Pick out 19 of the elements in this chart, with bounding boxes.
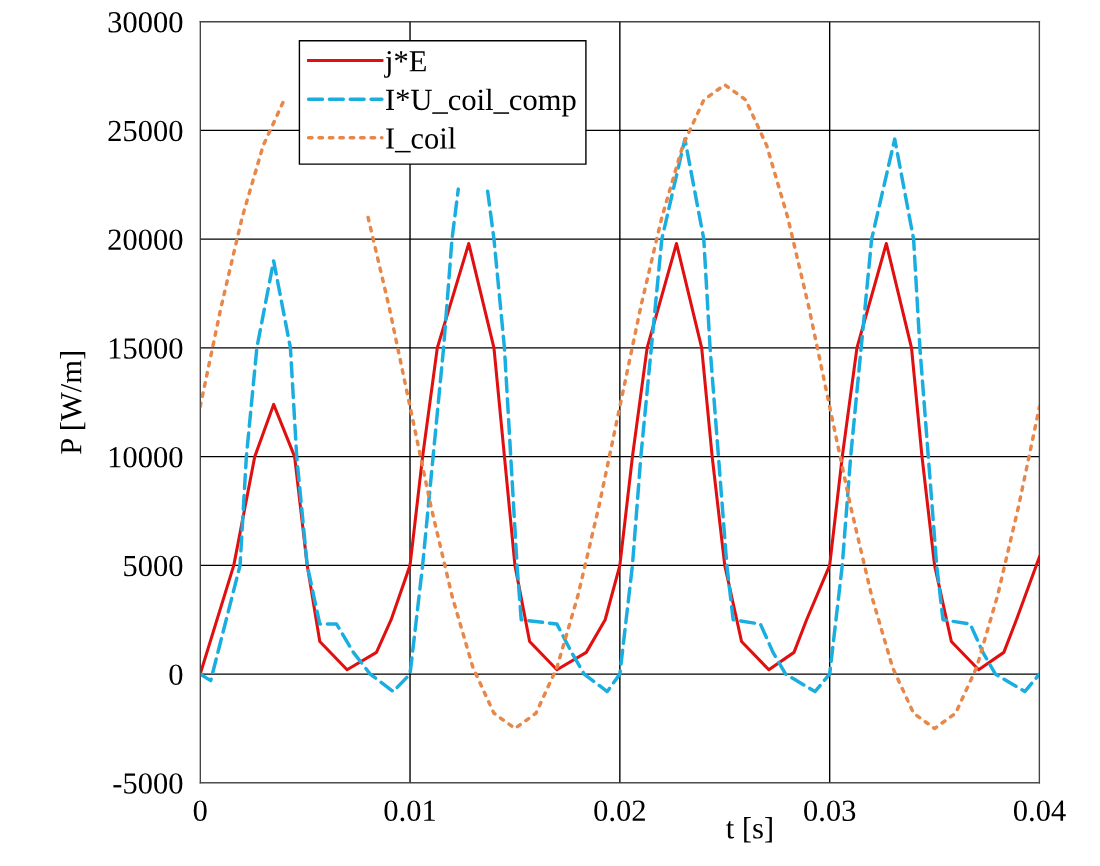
x-tick-label: 0.01 — [384, 800, 435, 822]
legend-label: I_coil — [386, 127, 456, 153]
y-tick-label: 0 — [169, 664, 183, 686]
y-tick-label: 30000 — [108, 11, 183, 33]
x-tick-label: 0.04 — [1013, 800, 1066, 822]
y-axis-title: P [W/m] — [59, 352, 86, 454]
x-tick-label: 0 — [193, 800, 207, 822]
line-series — [200, 241, 1040, 676]
y-tick-label: -5000 — [113, 773, 183, 794]
y-tick-label: 25000 — [108, 120, 183, 142]
legend-label: j*E — [384, 51, 426, 78]
y-tick-label: 5000 — [124, 555, 183, 577]
y-tick-label: 10000 — [109, 446, 183, 468]
legend-label: I*U_coil_comp — [386, 88, 576, 117]
x-tick-label: 0.02 — [594, 800, 645, 822]
y-tick-label: 15000 — [109, 338, 183, 359]
x-axis-title: t [s] — [726, 817, 772, 843]
x-tick-label: 0.03 — [804, 800, 856, 822]
y-tick-label: 20000 — [108, 229, 183, 251]
